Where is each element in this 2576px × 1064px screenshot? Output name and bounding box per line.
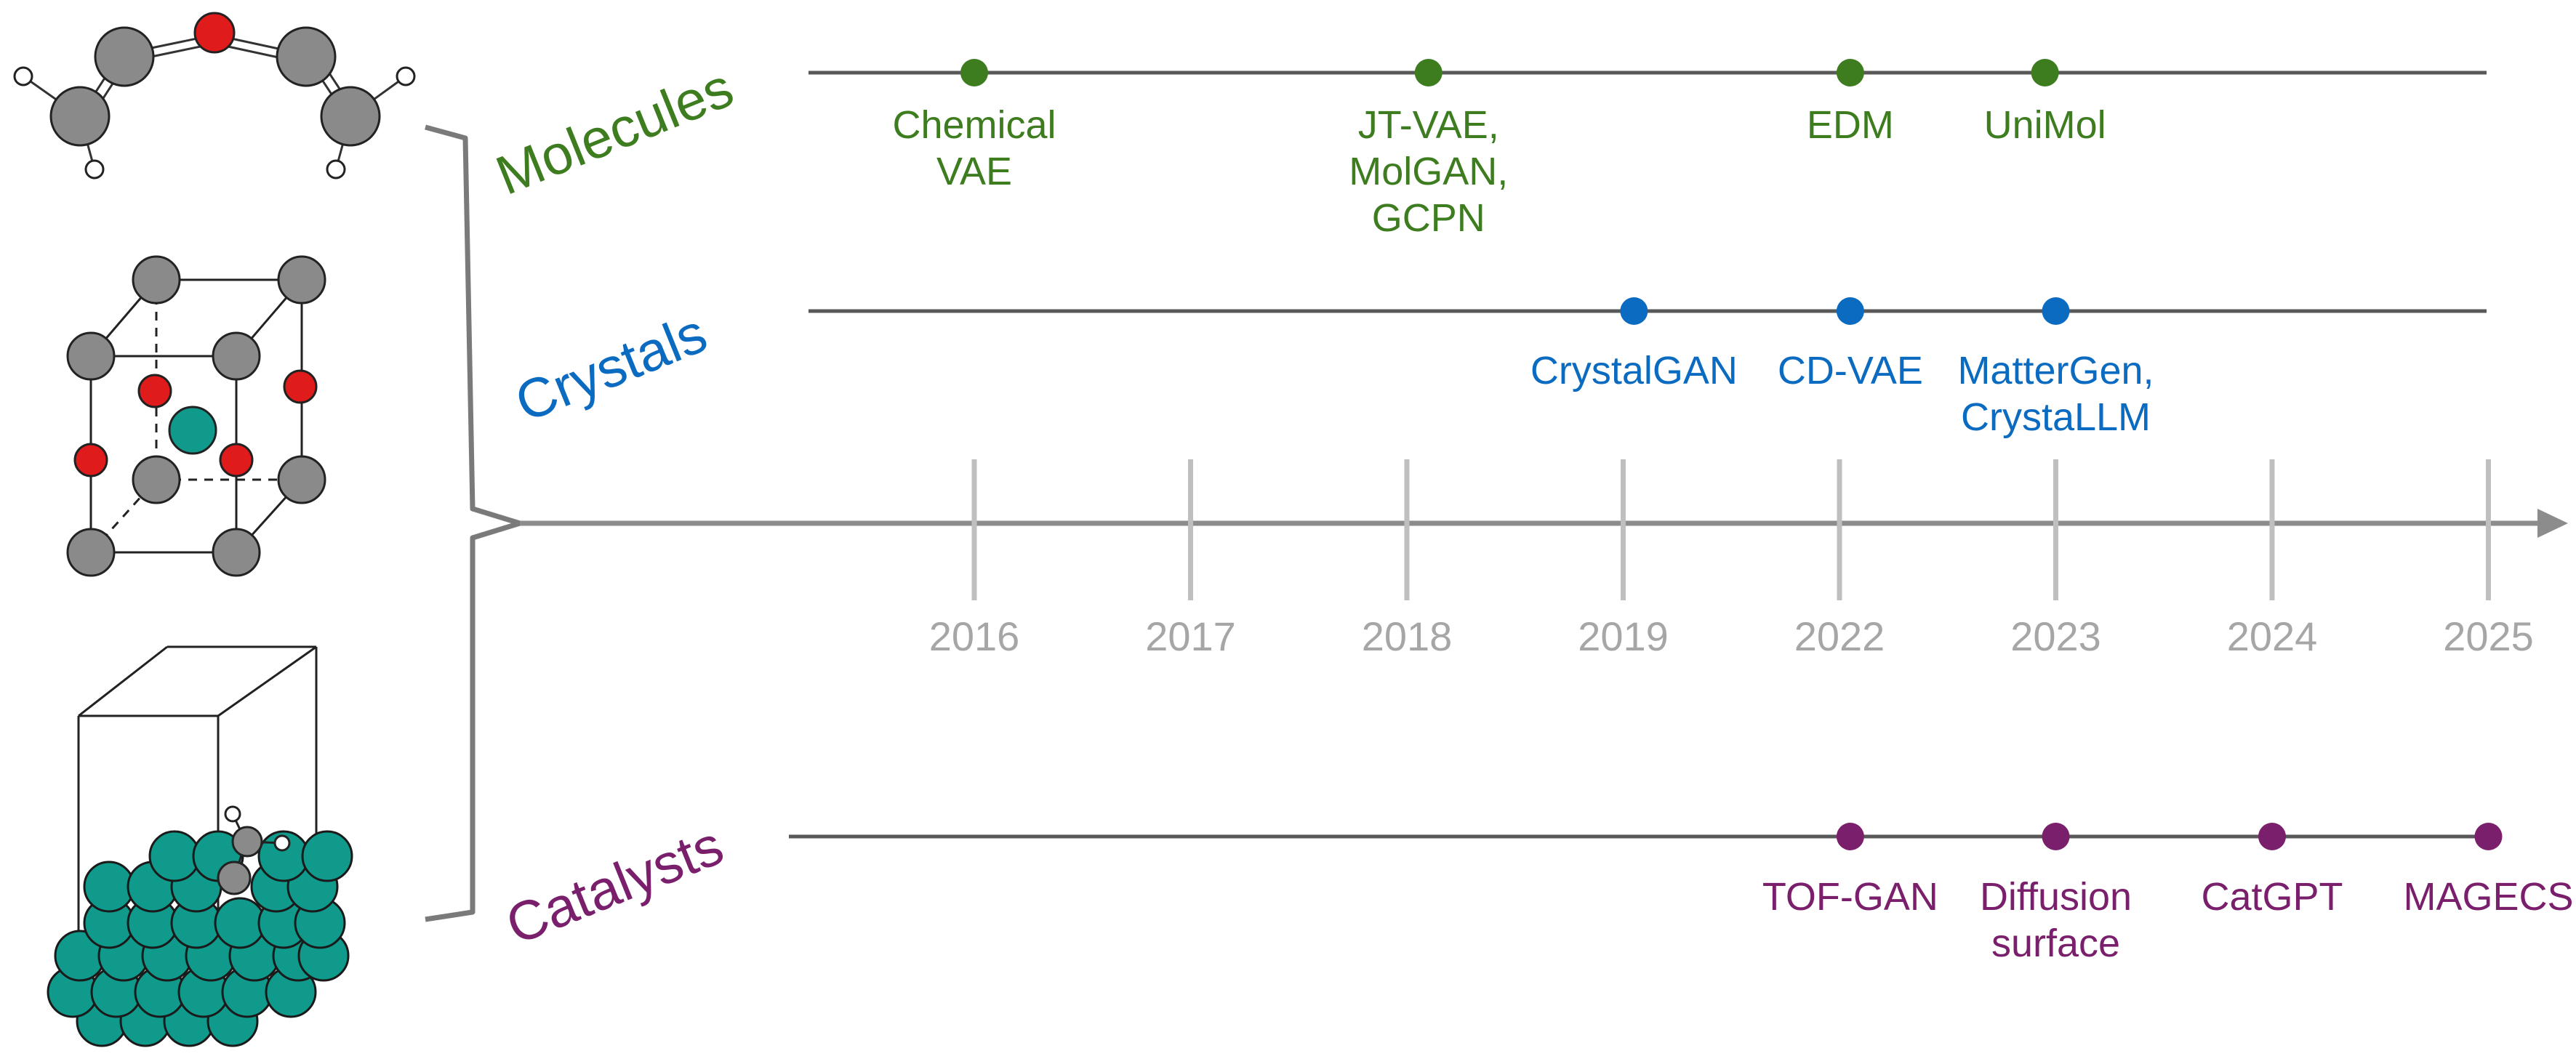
crystal-illustration	[66, 255, 326, 577]
event-marker	[1620, 297, 1648, 325]
atom-red	[137, 374, 172, 408]
atom-gray	[231, 826, 263, 858]
event-marker	[2474, 823, 2503, 850]
event-label: VAE	[936, 150, 1012, 193]
event-label: JT-VAE,	[1358, 103, 1499, 147]
atom-white	[326, 159, 346, 180]
year-label: 2022	[1794, 613, 1885, 659]
atom-gray	[320, 86, 381, 147]
atom-gray	[66, 331, 116, 381]
atom-teal	[83, 861, 135, 913]
catalyst-slab	[47, 830, 353, 1047]
atom-gray	[66, 528, 116, 577]
track-label-crystals: Crystals	[507, 302, 715, 435]
event-marker	[2042, 823, 2070, 850]
atom-white	[396, 66, 416, 86]
event-marker	[960, 59, 988, 86]
atom-white	[84, 159, 105, 180]
molecule-illustration	[13, 12, 416, 180]
year-label: 2018	[1362, 613, 1453, 659]
atom-gray	[132, 455, 181, 504]
event-label: CD-VAE	[1778, 349, 1923, 392]
axis-arrowhead	[2537, 509, 2568, 538]
atom-teal	[168, 406, 217, 455]
atom-red	[283, 369, 318, 404]
year-label: 2016	[929, 613, 1020, 659]
year-label: 2019	[1578, 613, 1669, 659]
event-label: CrystalGAN	[1530, 349, 1738, 392]
event-catalysts: TOF-GAN	[1762, 823, 1938, 919]
atom-white	[13, 66, 33, 86]
event-label: CatGPT	[2201, 875, 2343, 919]
track-label-catalysts: Catalysts	[498, 814, 732, 956]
atom-red	[73, 443, 108, 477]
event-label: Chemical	[892, 103, 1056, 147]
track-crystals: Crystals CrystalGAN CD-VAE MatterGen,Crysta…	[507, 297, 2487, 439]
atom-white	[224, 805, 241, 823]
year-label: 2024	[2227, 613, 2318, 659]
year-label: 2025	[2443, 613, 2534, 659]
event-marker	[1836, 297, 1864, 325]
year-axis: 2016 2017 2018 2019 2022 2023 2024 2025	[520, 459, 2568, 659]
atom-red	[219, 443, 254, 477]
event-marker	[2042, 297, 2070, 325]
event-crystals: CD-VAE	[1778, 297, 1923, 392]
atom-gray	[276, 26, 337, 87]
atom-gray	[277, 255, 326, 305]
atom-gray	[217, 861, 252, 895]
event-label: surface	[1991, 922, 2120, 965]
event-label: UniMol	[1984, 103, 2106, 147]
atom-teal	[148, 830, 201, 882]
atom-teal	[301, 830, 353, 882]
event-label: GCPN	[1372, 196, 1485, 240]
event-marker	[2258, 823, 2286, 850]
catalyst-illustration	[47, 645, 353, 1047]
atom-red	[193, 12, 236, 54]
atom-gray	[132, 255, 181, 305]
year-label: 2017	[1145, 613, 1236, 659]
event-molecules: EDM	[1807, 59, 1894, 147]
event-catalysts: CatGPT	[2201, 823, 2343, 919]
event-marker	[1836, 823, 1864, 850]
year-label: 2023	[2010, 613, 2101, 659]
event-molecules: UniMol	[1984, 59, 2106, 147]
event-label: CrystaLLM	[1961, 395, 2151, 439]
event-marker	[1414, 59, 1443, 86]
event-crystals: MatterGen,CrystaLLM	[1957, 297, 2154, 439]
event-label: TOF-GAN	[1762, 875, 1938, 919]
event-label: MAGECS	[2403, 875, 2573, 919]
bracket	[425, 124, 523, 922]
atom-gray	[49, 86, 111, 147]
event-marker	[1836, 59, 1864, 86]
event-label: EDM	[1807, 103, 1894, 147]
atom-teal	[214, 897, 266, 949]
atom-white	[273, 834, 291, 852]
event-label: MolGAN,	[1349, 150, 1508, 193]
event-label: Diffusion	[1980, 875, 2132, 919]
event-catalysts: MAGECS	[2403, 823, 2574, 919]
atom-gray	[94, 26, 155, 87]
atom-gray	[277, 455, 326, 504]
event-marker	[2031, 59, 2059, 86]
track-label-molecules: Molecules	[488, 57, 742, 207]
event-molecules: JT-VAE,MolGAN,GCPN	[1349, 59, 1508, 240]
event-label: MatterGen,	[1957, 349, 2154, 392]
atom-gray	[212, 528, 261, 577]
event-crystals: CrystalGAN	[1530, 297, 1738, 392]
atom-gray	[212, 331, 261, 381]
